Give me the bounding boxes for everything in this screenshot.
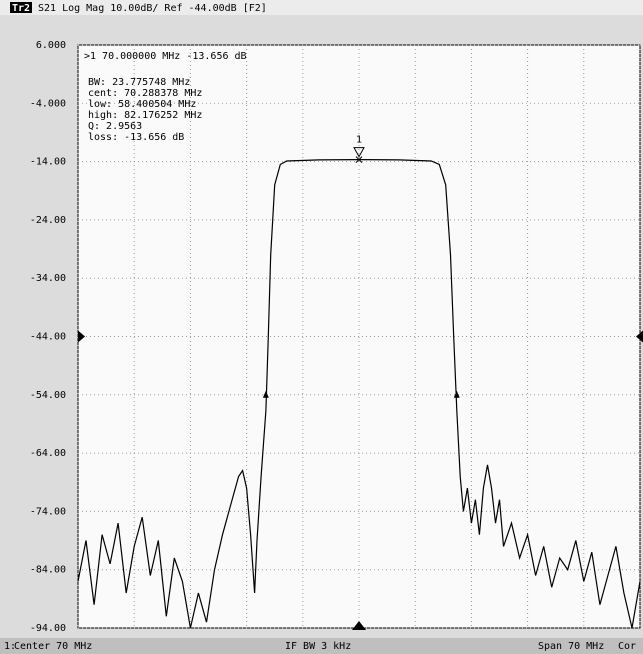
- footer-item: Center 70 MHz: [14, 641, 92, 652]
- chart-title: S21 Log Mag 10.00dB/ Ref -44.00dB [F2]: [38, 3, 267, 14]
- footer-item: IF BW 3 kHz: [285, 641, 351, 652]
- marker-readout: Q: 2.9563: [88, 121, 142, 132]
- marker-readout: BW: 23.775748 MHz: [88, 77, 190, 88]
- marker-cross: [355, 156, 363, 163]
- y-tick-label: -74.00: [30, 506, 66, 517]
- y-tick-label: -24.00: [30, 215, 66, 226]
- y-tick-label: -94.00: [30, 623, 66, 634]
- y-tick-label: -14.00: [30, 157, 66, 168]
- footer-item: Cor: [618, 641, 636, 652]
- bw-marker: [453, 390, 460, 398]
- trace-label: Tr2: [12, 3, 30, 14]
- reference-arrow-left: [78, 330, 85, 343]
- y-tick-label: 6.000: [36, 40, 66, 51]
- y-tick-label: -54.00: [30, 390, 66, 401]
- trace: [77, 158, 641, 629]
- marker: [353, 147, 365, 158]
- bw-marker: [262, 390, 269, 398]
- center-arrow: [352, 621, 366, 630]
- y-tick-label: -64.00: [30, 448, 66, 459]
- marker-readout: loss: -13.656 dB: [88, 132, 184, 143]
- marker-label: 1: [356, 135, 362, 146]
- y-tick-label: -4.000: [30, 98, 66, 109]
- footer-item: 1:: [4, 641, 16, 652]
- marker-readout: low: 58.400504 MHz: [88, 99, 196, 110]
- marker-readout: high: 82.176252 MHz: [88, 110, 202, 121]
- marker-readout: >1 70.000000 MHz -13.656 dB: [84, 51, 247, 62]
- y-tick-label: -34.00: [30, 273, 66, 284]
- marker-readout: cent: 70.288378 MHz: [88, 88, 202, 99]
- trace-badge: [10, 2, 32, 13]
- reference-arrow-right: [636, 330, 643, 343]
- header-bar: [0, 0, 643, 15]
- footer-bar: [0, 638, 643, 654]
- y-tick-label: -44.00: [30, 332, 66, 343]
- y-tick-label: -84.00: [30, 565, 66, 576]
- footer-item: Span 70 MHz: [538, 641, 604, 652]
